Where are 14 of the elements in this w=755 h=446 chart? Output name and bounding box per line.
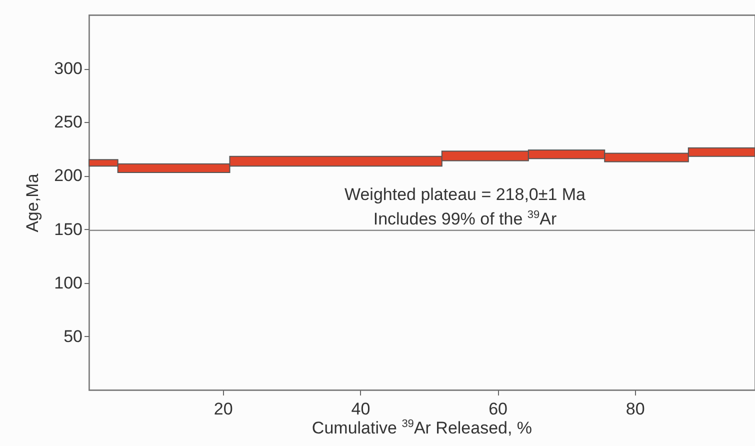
annotation: Includes 99% of the $^{39}$Ar — [372, 208, 558, 230]
x-tick-label: 20 — [214, 400, 233, 418]
x-tick-label: 40 — [351, 400, 370, 418]
y-tick-label: 200 — [54, 166, 82, 186]
y-tick-label: 100 — [54, 273, 82, 292]
x-axis-title: Cumulative $^{39}$Ar Released, % — [310, 418, 534, 439]
y-tick-label: 250 — [54, 112, 82, 132]
y-tick-label: 150 — [54, 220, 82, 239]
y-tick-label: 300 — [54, 59, 82, 78]
x-tick-label: 60 — [488, 400, 508, 418]
annotation: Weighted plateau = 218,0±1 Ma — [343, 184, 587, 205]
y-axis-title: Age,Ma — [23, 173, 42, 232]
y-tick-label: 50 — [64, 326, 82, 346]
x-tick-label: 80 — [626, 400, 645, 418]
